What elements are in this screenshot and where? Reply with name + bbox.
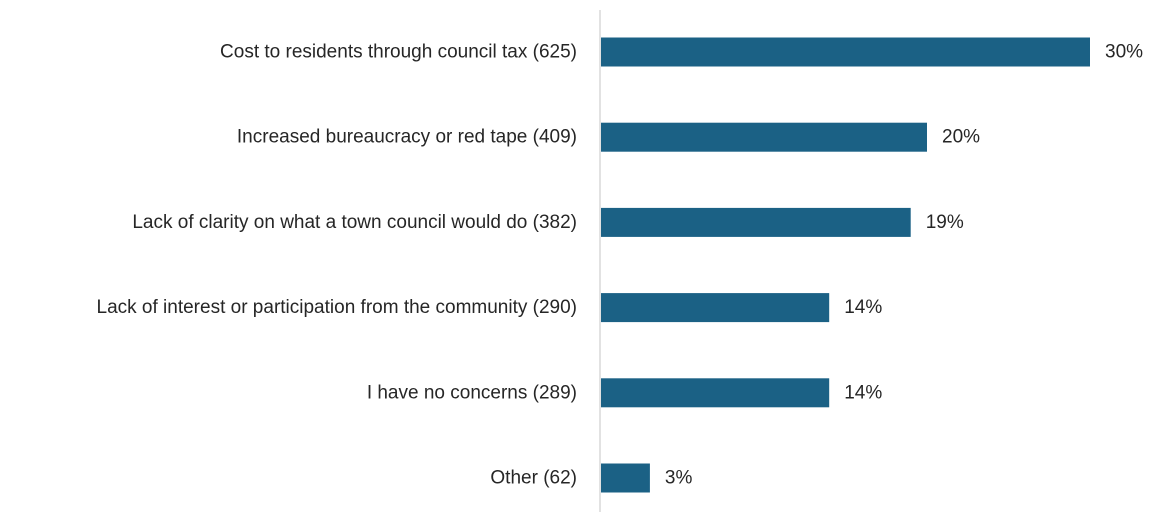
category-label: Lack of clarity on what a town council w… bbox=[132, 212, 577, 233]
bar bbox=[601, 293, 830, 323]
bar bbox=[601, 122, 927, 152]
category-labels-group: Cost to residents through council tax (6… bbox=[97, 42, 577, 489]
data-label: 14% bbox=[844, 382, 882, 403]
bar bbox=[601, 463, 650, 493]
data-label: 30% bbox=[1105, 42, 1143, 63]
value-labels-group: 30% 20% 19% 14% 14% 3% bbox=[665, 42, 1143, 489]
category-label: Other (62) bbox=[490, 468, 577, 489]
data-label: 14% bbox=[844, 297, 882, 318]
data-label: 19% bbox=[926, 212, 964, 233]
bar bbox=[601, 378, 830, 408]
bar bbox=[601, 37, 1090, 67]
category-label: Lack of interest or participation from t… bbox=[97, 297, 577, 318]
category-label: Cost to residents through council tax (6… bbox=[220, 42, 577, 63]
category-label: I have no concerns (289) bbox=[367, 382, 577, 403]
data-label: 20% bbox=[942, 127, 980, 148]
category-label: Increased bureaucracy or red tape (409) bbox=[237, 127, 577, 148]
data-label: 3% bbox=[665, 468, 693, 489]
bar bbox=[601, 207, 911, 237]
bars-group bbox=[601, 37, 1090, 493]
